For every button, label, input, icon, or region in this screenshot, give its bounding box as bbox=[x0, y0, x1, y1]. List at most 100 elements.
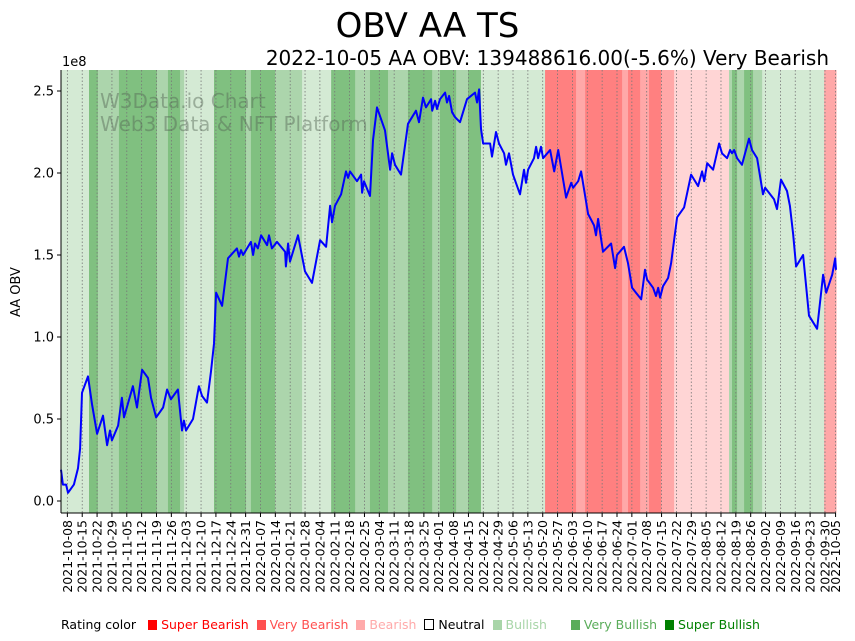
watermark-line-2: Web3 Data & NFT Platform bbox=[100, 112, 368, 136]
legend-label: Very Bullish bbox=[583, 617, 658, 632]
legend-swatch bbox=[356, 619, 366, 630]
rating-band-bearish bbox=[674, 70, 730, 513]
rating-band-very-bullish bbox=[737, 70, 745, 513]
x-tick-label: 2022-05-13 bbox=[520, 520, 535, 593]
y-tick-label: 1.0 bbox=[33, 331, 54, 346]
rating-band-super-bullish bbox=[167, 70, 181, 513]
rating-band-super-bullish bbox=[440, 70, 457, 513]
x-tick-label: 2022-04-15 bbox=[461, 520, 476, 593]
rating-band-very-bullish bbox=[432, 70, 441, 513]
y-tick-label: 1.5 bbox=[33, 249, 54, 264]
x-tick-label: 2022-07-15 bbox=[654, 520, 669, 593]
x-tick-label: 2021-11-19 bbox=[149, 520, 164, 593]
rating-band-very-bullish bbox=[355, 70, 371, 513]
x-tick-label: 2022-02-18 bbox=[342, 520, 357, 593]
rating-band-very-bullish bbox=[753, 70, 763, 513]
legend-label: Bullish bbox=[505, 617, 547, 632]
legend-item-super-bullish: Super Bullish bbox=[665, 617, 762, 632]
legend-item-very-bearish: Very Bearish bbox=[256, 617, 351, 632]
legend-label: Neutral bbox=[438, 617, 485, 632]
x-tick-label: 2022-04-08 bbox=[446, 520, 461, 593]
rating-band-super-bullish bbox=[407, 70, 433, 513]
rating-band-very-bullish bbox=[246, 70, 252, 513]
chart-title: OBV AA TS bbox=[335, 6, 520, 46]
vertical-gridlines bbox=[66, 70, 836, 513]
legend-swatch bbox=[424, 619, 435, 630]
legend-swatch bbox=[570, 619, 580, 630]
legend-label: Super Bullish bbox=[678, 617, 760, 632]
x-tick-label: 2021-12-24 bbox=[223, 520, 238, 593]
x-tick-label: 2022-03-11 bbox=[387, 520, 402, 593]
x-tick-label: 2022-04-22 bbox=[476, 520, 491, 593]
rating-band-super-bullish bbox=[468, 70, 482, 513]
legend-item-bearish: Bearish bbox=[356, 617, 418, 632]
rating-band-super-bearish bbox=[585, 70, 623, 513]
rating-band-bullish bbox=[61, 70, 90, 513]
x-tick-label: 2022-07-08 bbox=[639, 520, 654, 593]
rating-band-very-bullish bbox=[156, 70, 169, 513]
x-tick-label: 2022-04-29 bbox=[491, 520, 506, 593]
legend-item-bullish: Bullish bbox=[492, 617, 565, 632]
legend: Rating color Super Bearish Very Bearish Be… bbox=[61, 617, 768, 632]
rating-band-very-bearish bbox=[661, 70, 675, 513]
x-tick-label: 2022-07-01 bbox=[624, 520, 639, 593]
legend-swatch bbox=[492, 619, 502, 630]
rating-band-very-bearish bbox=[824, 70, 837, 513]
x-tick-label: 2021-11-12 bbox=[134, 520, 149, 593]
legend-swatch bbox=[256, 619, 266, 630]
legend-item-super-bearish: Super Bearish bbox=[148, 617, 251, 632]
x-tick-label: 2021-12-17 bbox=[208, 520, 223, 593]
x-tick-label: 2022-05-27 bbox=[550, 520, 565, 593]
x-tick-label: 2022-02-25 bbox=[357, 520, 372, 593]
rating-band-very-bullish bbox=[388, 70, 409, 513]
watermark-line-1: W3Data.io Chart bbox=[100, 89, 266, 113]
x-tick-label: 2021-10-22 bbox=[90, 520, 105, 593]
rating-band-super-bullish bbox=[732, 70, 738, 513]
y-multiplier-label: 1e8 bbox=[62, 55, 87, 70]
x-tick-label: 2022-05-20 bbox=[535, 520, 550, 593]
x-tick-label: 2022-01-28 bbox=[298, 520, 313, 593]
y-tick-label: 2.0 bbox=[33, 167, 54, 182]
y-tick-label: 2.5 bbox=[33, 85, 54, 100]
x-tick-label: 2022-08-05 bbox=[699, 520, 714, 593]
x-tick-label: 2022-08-19 bbox=[728, 520, 743, 593]
legend-title: Rating color bbox=[61, 617, 137, 632]
rating-bands bbox=[61, 70, 837, 513]
rating-band-bullish bbox=[762, 70, 825, 513]
x-tick-label: 2022-08-26 bbox=[743, 520, 758, 593]
x-tick-label: 2022-04-01 bbox=[431, 520, 446, 593]
rating-band-very-bearish bbox=[576, 70, 586, 513]
x-tick-label: 2022-01-21 bbox=[283, 520, 298, 593]
x-tick-label: 2022-06-10 bbox=[580, 520, 595, 593]
x-tick-label: 2022-09-23 bbox=[803, 520, 818, 593]
x-tick-label: 2022-07-22 bbox=[669, 520, 684, 593]
rating-band-super-bullish bbox=[331, 70, 356, 513]
x-tick-label: 2021-12-31 bbox=[238, 520, 253, 593]
x-tick-label: 2022-01-14 bbox=[268, 520, 283, 593]
x-tick-label: 2021-10-08 bbox=[60, 520, 75, 593]
x-tick-label: 2022-06-24 bbox=[609, 520, 624, 593]
y-axis-label: AA OBV bbox=[9, 267, 24, 317]
rating-band-super-bullish bbox=[250, 70, 276, 513]
x-tick-label: 2022-06-03 bbox=[565, 520, 580, 593]
x-tick-label: 2022-08-12 bbox=[713, 520, 728, 593]
rating-band-bullish bbox=[184, 70, 215, 513]
x-tick-label: 2022-07-29 bbox=[684, 520, 699, 593]
rating-band-very-bullish bbox=[456, 70, 469, 513]
rating-band-super-bearish bbox=[545, 70, 577, 513]
rating-band-super-bullish bbox=[214, 70, 247, 513]
legend-swatch bbox=[148, 619, 158, 630]
x-tick-label: 2022-03-18 bbox=[402, 520, 417, 593]
legend-label: Very Bearish bbox=[269, 617, 349, 632]
x-tick-label: 2022-10-05 bbox=[828, 520, 843, 593]
x-tick-label: 2021-11-26 bbox=[164, 520, 179, 593]
axes: 2021-10-08 2021-10-15 2021-10-22 2021-10-29… bbox=[33, 70, 843, 593]
rating-band-super-bullish bbox=[118, 70, 158, 513]
x-tick-label: 2022-06-17 bbox=[595, 520, 610, 593]
rating-band-very-bullish bbox=[275, 70, 303, 513]
legend-label: Bearish bbox=[369, 617, 417, 632]
legend-item-neutral: Neutral bbox=[424, 617, 486, 632]
x-tick-label: 2021-12-03 bbox=[179, 520, 194, 593]
y-tick-label: 0.0 bbox=[33, 495, 54, 510]
x-tick-label: 2022-03-04 bbox=[372, 520, 387, 593]
